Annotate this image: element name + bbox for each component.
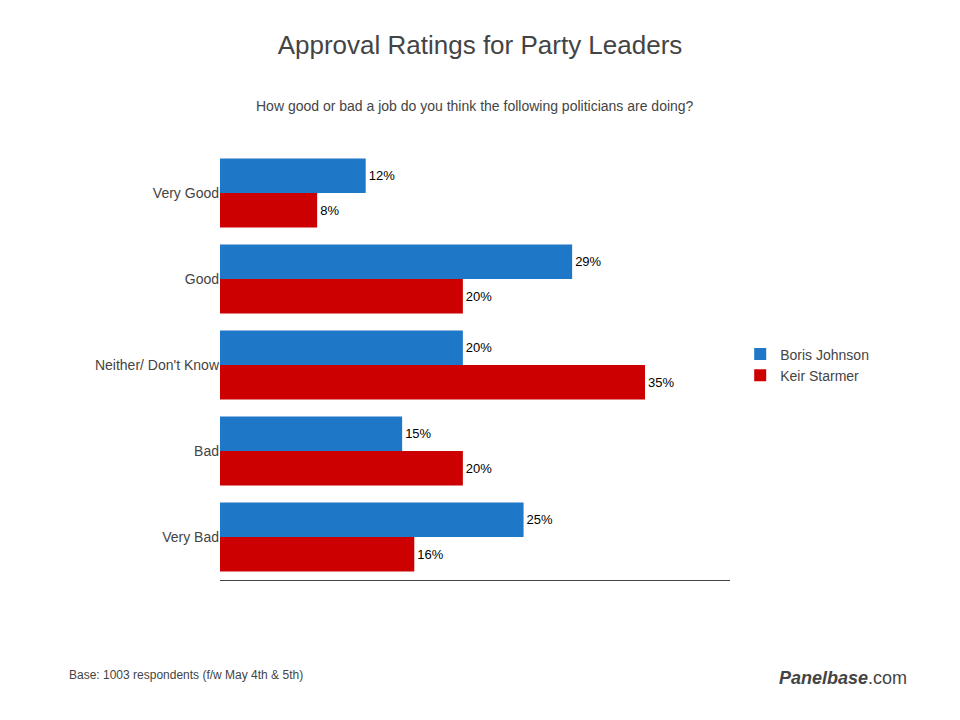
svg-text:Panelbase.com: Panelbase.com (779, 668, 907, 688)
svg-text:29%: 29% (575, 254, 601, 269)
svg-text:16%: 16% (417, 547, 443, 562)
svg-text:Keir Starmer: Keir Starmer (780, 368, 859, 384)
svg-text:20%: 20% (466, 461, 492, 476)
svg-text:8%: 8% (320, 203, 339, 218)
svg-text:How good or bad a job do you t: How good or bad a job do you think the f… (256, 98, 694, 114)
svg-text:Bad: Bad (194, 443, 219, 459)
svg-text:20%: 20% (466, 340, 492, 355)
svg-text:35%: 35% (648, 375, 674, 390)
svg-text:20%: 20% (466, 289, 492, 304)
svg-text:Good: Good (185, 271, 219, 287)
svg-text:15%: 15% (405, 426, 431, 441)
svg-text:Very Bad: Very Bad (162, 529, 219, 545)
svg-text:Base: 1003 respondents (f/w Ma: Base: 1003 respondents (f/w May 4th & 5t… (69, 668, 303, 682)
svg-text:Approval Ratings for Party Lea: Approval Ratings for Party Leaders (278, 30, 683, 60)
svg-text:Boris Johnson: Boris Johnson (780, 347, 869, 363)
svg-text:25%: 25% (527, 512, 553, 527)
svg-text:12%: 12% (369, 168, 395, 183)
svg-text:Very Good: Very Good (153, 185, 219, 201)
svg-text:Neither/ Don't Know: Neither/ Don't Know (95, 357, 220, 373)
